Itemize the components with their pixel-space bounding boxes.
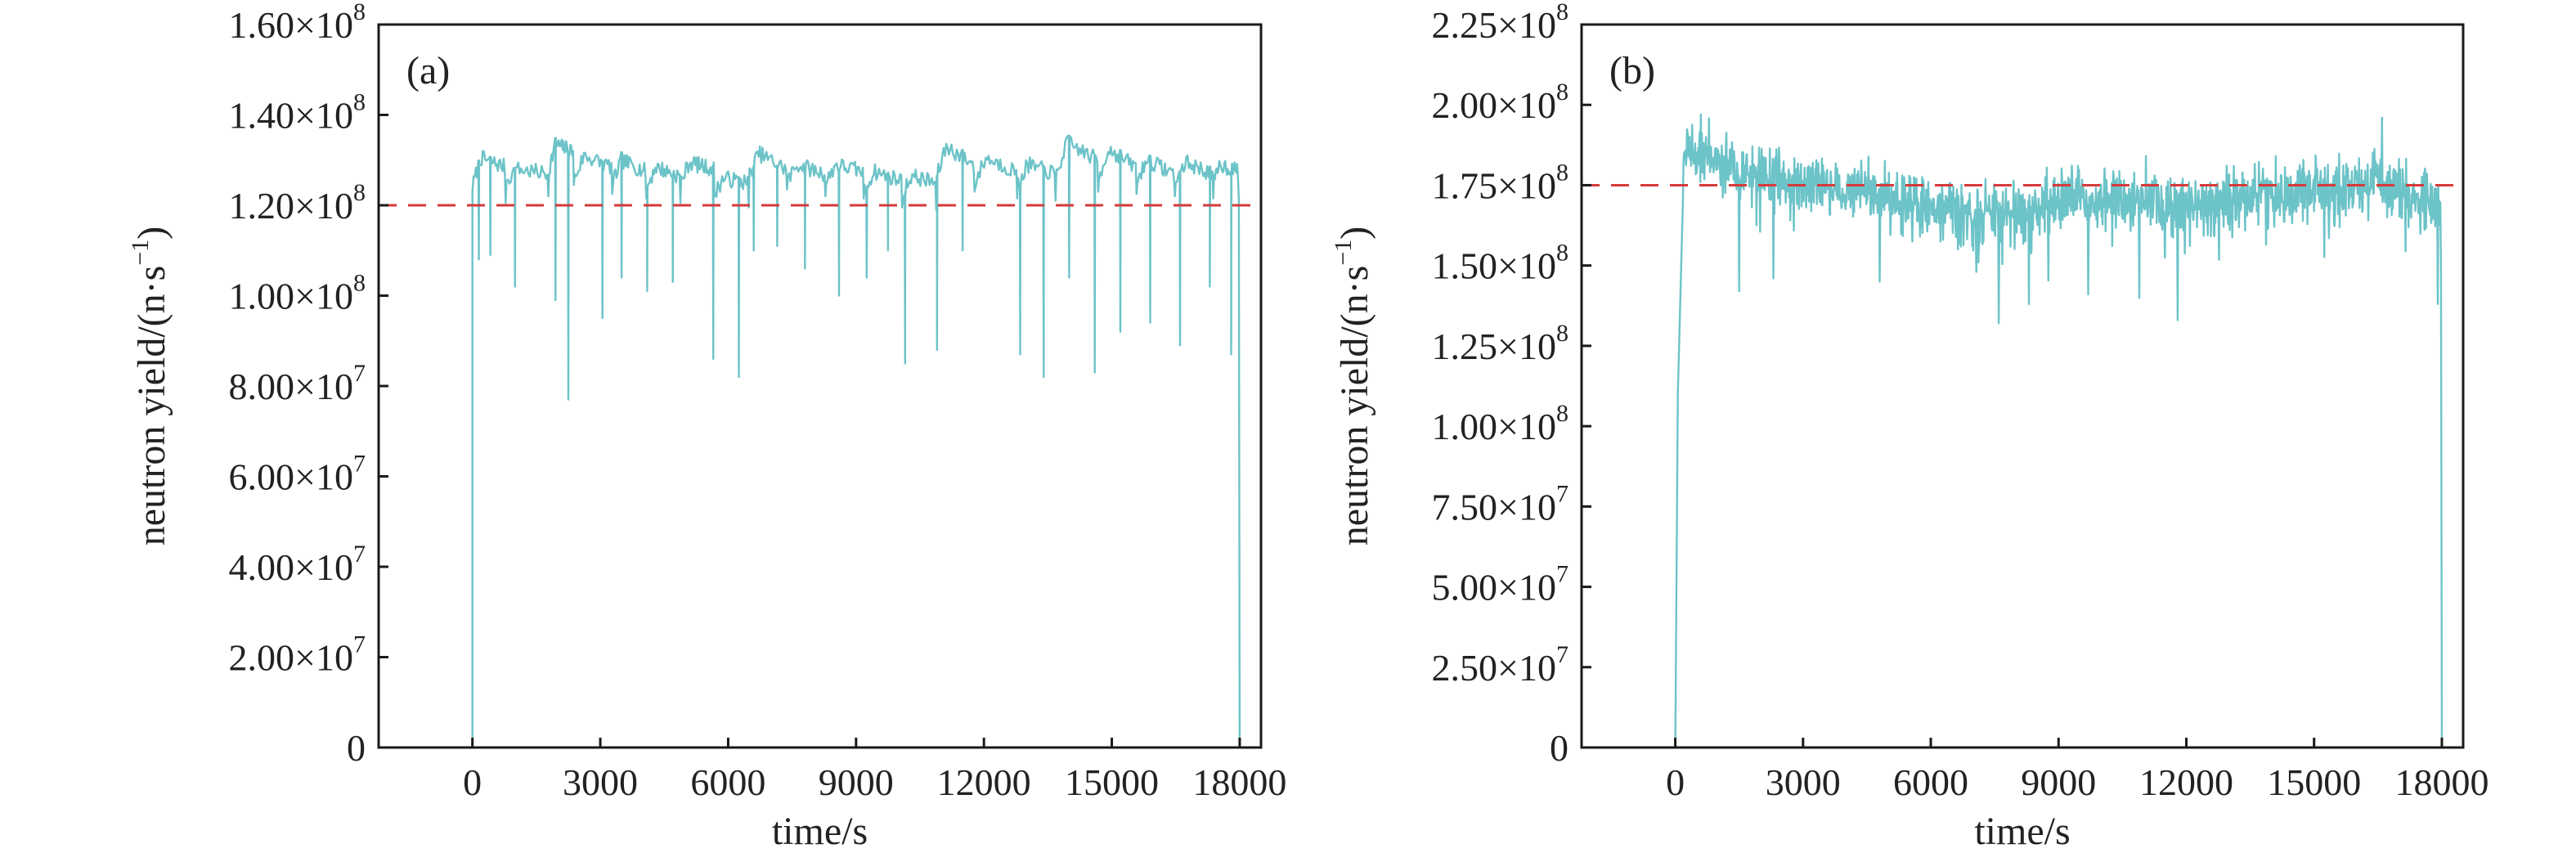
y-tick-exponent: 8 [353,89,366,116]
y-axis-label-tail: ) [130,227,173,240]
chart-panel-a: 0 3000 6000 9000 12000 15000 1800002.00×1074.0… [127,0,1286,853]
y-tick-label: 1.20×108 [229,179,366,227]
series-line [471,134,1241,748]
y-tick-exponent: 8 [1556,79,1568,106]
plot-frame [1580,23,2465,749]
y-axis-label-main: neutron yield/(n·s [1333,266,1376,546]
y-tick-label: 1.00×108 [229,270,366,317]
y-tick-label: 1.25×108 [1432,320,1568,367]
y-tick-label: 2.00×108 [1432,79,1568,126]
y-tick-mantissa: 7.50×10 [1432,486,1556,528]
series-line [1674,113,2444,748]
y-tick-exponent: 7 [1556,561,1568,588]
y-axis-label: neutron yield/(n·s−1) [1330,227,1376,546]
y-tick-label: 0 [1550,727,1568,769]
x-tick-label: 3000 [563,761,638,803]
y-tick-mantissa: 4.00×10 [229,546,353,588]
plot-frame [377,23,1263,749]
x-tick-label: 0 [463,761,482,803]
y-tick-mantissa: 1.60×10 [229,4,353,46]
y-tick-exponent: 8 [1556,320,1568,347]
y-tick-mantissa: 1.75×10 [1432,164,1556,206]
y-tick-mantissa: 1.25×10 [1432,325,1556,367]
y-axis-label-main: neutron yield/(n·s [130,266,173,546]
x-tick-label: 18000 [2394,761,2488,803]
x-axis-label: time/s [772,810,868,853]
y-tick-mantissa: 8.00×10 [229,366,353,407]
x-tick-label: 15000 [2267,761,2361,803]
y-tick-label: 2.25×108 [1432,0,1568,46]
y-tick-exponent: 8 [1556,240,1568,267]
y-tick-label: 1.60×108 [229,0,366,46]
panel-label: (b) [1609,49,1655,92]
y-tick-exponent: 7 [1556,641,1568,668]
x-tick-label: 0 [1666,761,1685,803]
y-tick-label: 2.00×107 [229,631,366,679]
x-axis-label: time/s [1974,810,2070,853]
x-tick-label: 3000 [1766,761,1841,803]
y-tick-exponent: 8 [1556,400,1568,427]
y-tick-label: 0 [347,727,366,769]
x-tick-label: 15000 [1065,761,1159,803]
y-tick-label: 1.50×108 [1432,240,1568,287]
y-tick-mantissa: 2.50×10 [1432,647,1556,689]
x-tick-label: 9000 [2021,761,2096,803]
x-tick-label: 12000 [937,761,1031,803]
y-tick-label: 5.00×107 [1432,561,1568,608]
y-tick-exponent: 7 [353,451,366,478]
x-tick-label: 12000 [2139,761,2233,803]
y-tick-label: 6.00×107 [229,451,366,498]
y-tick-exponent: 7 [353,360,366,387]
y-tick-label: 1.40×108 [229,89,366,137]
x-tick-label: 6000 [1893,761,1968,803]
y-tick-exponent: 7 [353,541,366,568]
y-tick-mantissa: 1.50×10 [1432,245,1556,287]
y-tick-mantissa: 0 [347,727,366,769]
y-tick-label: 7.50×107 [1432,480,1568,528]
y-tick-exponent: 7 [353,631,366,658]
y-tick-mantissa: 0 [1550,727,1568,769]
y-tick-exponent: 8 [353,179,366,206]
y-axis-label-exponent: −1 [127,240,154,266]
y-tick-exponent: 8 [1556,0,1568,25]
y-tick-mantissa: 1.20×10 [229,185,353,227]
x-tick-label: 18000 [1192,761,1286,803]
y-tick-mantissa: 1.40×10 [229,95,353,137]
y-axis-label-exponent: −1 [1330,240,1357,266]
x-tick-label: 6000 [690,761,765,803]
y-tick-mantissa: 2.00×10 [1432,84,1556,126]
y-tick-exponent: 8 [353,0,366,25]
y-axis-label-tail: ) [1333,227,1376,240]
y-tick-mantissa: 2.25×10 [1432,4,1556,46]
y-tick-mantissa: 5.00×10 [1432,567,1556,608]
panel-label: (a) [406,49,450,92]
y-tick-exponent: 8 [353,270,366,297]
y-tick-exponent: 7 [1556,480,1568,507]
y-tick-label: 8.00×107 [229,360,366,407]
y-axis-label: neutron yield/(n·s−1) [127,227,173,546]
y-tick-mantissa: 1.00×10 [229,276,353,317]
y-tick-label: 4.00×107 [229,541,366,588]
chart-panel-b: 0 3000 6000 9000 12000 15000 1800002.50×1075.0… [1330,0,2488,853]
y-tick-mantissa: 6.00×10 [229,456,353,498]
x-tick-label: 9000 [819,761,894,803]
y-tick-exponent: 8 [1556,159,1568,186]
y-tick-label: 1.75×108 [1432,159,1568,206]
y-tick-mantissa: 1.00×10 [1432,406,1556,447]
y-tick-mantissa: 2.00×10 [229,637,353,679]
y-tick-label: 1.00×108 [1432,400,1568,447]
y-tick-label: 2.50×107 [1432,641,1568,689]
